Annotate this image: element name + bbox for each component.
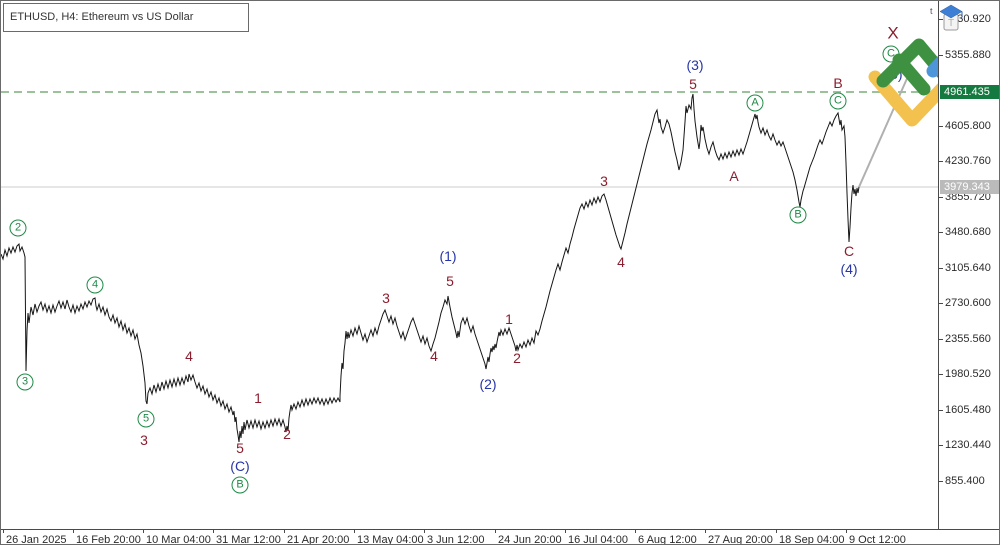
target-price-badge: 4961.435 — [940, 85, 999, 99]
wave-label-x: X — [887, 23, 899, 43]
time-tick-mark — [705, 530, 706, 533]
time-tick-mark — [143, 530, 144, 533]
time-tick-label: 24 Jun 20:00 — [498, 534, 562, 545]
time-tick-label: 21 Apr 20:00 — [287, 534, 350, 545]
price-tick-mark — [939, 161, 943, 162]
wave-label-3: 3 — [600, 173, 608, 189]
wave-label-b: B — [833, 75, 843, 91]
wave-label-2: (2) — [479, 376, 497, 392]
price-tick-mark — [939, 339, 943, 340]
price-tick-label: 3480.680 — [945, 226, 991, 238]
time-tick-label: 18 Sep 04:00 — [779, 534, 845, 545]
price-tick-label: 4605.800 — [945, 120, 991, 132]
chart-title: ETHUSD, H4: Ethereum vs US Dollar — [10, 11, 194, 23]
price-tick-mark — [939, 55, 943, 56]
price-tick-mark — [939, 445, 943, 446]
wave-label-circled-c: C — [829, 92, 847, 110]
wave-label-c: C — [843, 243, 855, 259]
price-tick-mark — [939, 19, 943, 20]
price-tick-label: 3855.720 — [945, 191, 991, 203]
time-tick-mark — [495, 530, 496, 533]
time-tick-mark — [424, 530, 425, 533]
current-price-badge: 3979.343 — [940, 180, 999, 194]
time-tick-mark — [73, 530, 74, 533]
time-tick-mark — [284, 530, 285, 533]
price-tick-mark — [939, 126, 943, 127]
price-tick-label: 2355.560 — [945, 333, 991, 345]
price-tick-mark — [939, 410, 943, 411]
wave-label-2: 2 — [283, 426, 291, 442]
price-tick-label: 4230.760 — [945, 155, 991, 167]
wave-label-circled-4: 4 — [86, 276, 104, 294]
time-tick-mark — [213, 530, 214, 533]
time-tick-mark — [635, 530, 636, 533]
price-tick-label: 5355.880 — [945, 49, 991, 61]
wave-label-3: (3) — [686, 57, 704, 73]
svg-text:T: T — [948, 18, 954, 29]
wave-label-1: (1) — [439, 248, 457, 264]
time-tick-mark — [776, 530, 777, 533]
price-tick-label: 855.400 — [945, 475, 985, 487]
time-tick-mark — [354, 530, 355, 533]
graduation-cap-icon[interactable]: T — [938, 3, 964, 33]
price-tick-mark — [939, 481, 943, 482]
price-tick-label: 1980.520 — [945, 368, 991, 380]
text-object-marker: t — [930, 6, 933, 16]
time-tick-label: 13 May 04:00 — [357, 534, 424, 545]
wave-label-circled-3: 3 — [16, 373, 34, 391]
wave-label-4: 4 — [430, 348, 438, 364]
wave-label-1: 1 — [254, 390, 262, 406]
wave-label-circled-b: B — [231, 476, 249, 494]
time-tick-label: 6 Aug 12:00 — [638, 534, 697, 545]
price-tick-label: 3105.640 — [945, 262, 991, 274]
time-tick-label: 31 Mar 12:00 — [216, 534, 281, 545]
time-tick-label: 10 Mar 04:00 — [146, 534, 211, 545]
price-tick-label: 2730.600 — [945, 297, 991, 309]
time-tick-label: 16 Jul 04:00 — [568, 534, 628, 545]
time-tick-label: 9 Oct 12:00 — [849, 534, 906, 545]
price-tick-label: 1230.440 — [945, 439, 991, 451]
time-tick-mark — [846, 530, 847, 533]
wave-label-circled-2: 2 — [9, 219, 27, 237]
chart-object-tools[interactable]: t T — [930, 3, 964, 33]
wave-label-2: 2 — [513, 350, 521, 366]
time-tick-mark — [565, 530, 566, 533]
price-tick-mark — [939, 232, 943, 233]
wave-label-4: 4 — [185, 348, 193, 364]
time-axis[interactable]: 26 Jan 2025 16 Feb 20:00 10 Mar 04:00 31 Ma… — [1, 529, 999, 545]
wave-label-circled-5: 5 — [137, 410, 155, 428]
time-tick-label: 3 Jun 12:00 — [427, 534, 485, 545]
price-tick-mark — [939, 268, 943, 269]
wave-label-circled-b: B — [789, 206, 807, 224]
price-tick-label: 1605.480 — [945, 404, 991, 416]
wave-label-1: 1 — [505, 311, 513, 327]
price-tick-mark — [939, 374, 943, 375]
time-tick-mark — [3, 530, 4, 533]
wave-label-5: (5) — [885, 66, 903, 82]
time-tick-label: 27 Aug 20:00 — [708, 534, 773, 545]
wave-label-3: 3 — [382, 290, 390, 306]
wave-label-5: 5 — [236, 440, 244, 456]
wave-label-4: (4) — [840, 261, 858, 277]
wave-label-5: 5 — [446, 273, 454, 289]
time-tick-label: 16 Feb 20:00 — [76, 534, 141, 545]
price-tick-mark — [939, 303, 943, 304]
wave-label-a: A — [729, 168, 739, 184]
price-tick-mark — [939, 197, 943, 198]
wave-label-circled-c: C — [882, 45, 900, 63]
time-tick-label: 26 Jan 2025 — [6, 534, 67, 545]
wave-label-5: 5 — [689, 76, 697, 92]
wave-label-4: 4 — [617, 254, 625, 270]
chart-title-box: ETHUSD, H4: Ethereum vs US Dollar — [3, 3, 249, 32]
wave-label-c: (C) — [230, 458, 250, 474]
wave-label-circled-a: A — [746, 94, 764, 112]
price-axis[interactable]: 5730.920 5355.880 4605.800 4230.760 3855.720… — [938, 1, 999, 529]
wave-label-3: 3 — [140, 432, 148, 448]
